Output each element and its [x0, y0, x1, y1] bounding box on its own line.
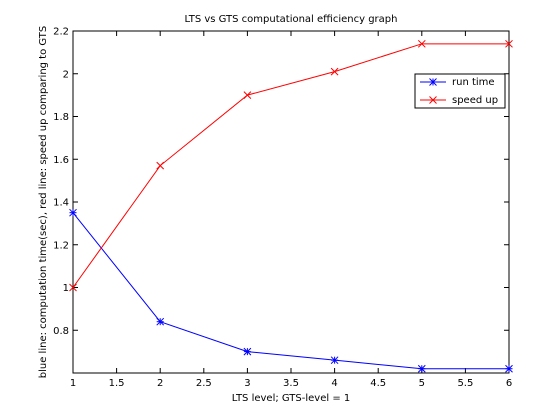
- x-tick-label: 2.5: [196, 378, 212, 389]
- data-point-speed-up: [330, 67, 339, 76]
- legend-marker-run-time: [429, 78, 437, 86]
- y-tick-label: 1.8: [53, 112, 69, 123]
- x-axis-ticks: 1 1.5 2 2.5 3 3.5 4 4.5 5 5.5 6: [70, 31, 512, 389]
- chart-title: LTS vs GTS computational efficiency grap…: [185, 14, 398, 25]
- legend-marker-glyph: [429, 78, 437, 86]
- y-axis-label: blue line: computation time(sec), red li…: [38, 26, 49, 379]
- x-tick-label: 5.5: [457, 378, 473, 389]
- y-tick-label: 0.8: [53, 326, 69, 337]
- y-tick-label: 2: [63, 69, 69, 80]
- x-tick-label: 5: [419, 378, 425, 389]
- series-line-speed-up: [72, 43, 509, 288]
- y-tick-label: 1.6: [53, 155, 69, 166]
- legend-label-speed-up: speed up: [452, 95, 498, 106]
- data-point-run-time: [156, 317, 165, 326]
- legend: run time speed up: [414, 73, 506, 109]
- x-tick-label: 6: [506, 378, 512, 389]
- data-point-run-time: [417, 364, 426, 373]
- legend-marker-speed-up: [429, 96, 437, 104]
- y-tick-label: 1.2: [53, 240, 69, 251]
- data-point-run-time: [505, 364, 513, 373]
- data-point-speed-up: [243, 91, 252, 99]
- legend-marker-glyph: [429, 96, 437, 104]
- x-tick-label: 3: [244, 378, 250, 389]
- data-point-speed-up: [156, 161, 165, 170]
- x-tick-label: 3.5: [283, 378, 299, 389]
- x-tick-label: 1: [70, 378, 76, 389]
- x-axis-label: LTS level; GTS-level = 1: [232, 393, 351, 404]
- data-point-run-time: [330, 356, 339, 365]
- series-layer: [69, 39, 513, 373]
- y-tick-label: 2.2: [53, 27, 69, 38]
- legend-label-run-time: run time: [452, 77, 495, 88]
- y-tick-label: 1: [63, 283, 69, 294]
- data-point-run-time: [243, 347, 252, 356]
- data-point-run-time: [69, 208, 77, 217]
- y-tick-label: 1.4: [53, 198, 69, 209]
- x-tick-label: 4: [331, 378, 337, 389]
- x-tick-label: 1.5: [109, 378, 125, 389]
- x-tick-label: 4.5: [370, 378, 386, 389]
- series-line-run-time: [72, 212, 509, 370]
- data-point-speed-up: [417, 39, 426, 48]
- x-tick-label: 2: [157, 378, 163, 389]
- data-point-speed-up: [505, 39, 513, 48]
- data-point-speed-up: [69, 283, 77, 292]
- y-axis-ticks: 0.8 1 1.2 1.4 1.6 1.8 2 2.2: [53, 27, 509, 337]
